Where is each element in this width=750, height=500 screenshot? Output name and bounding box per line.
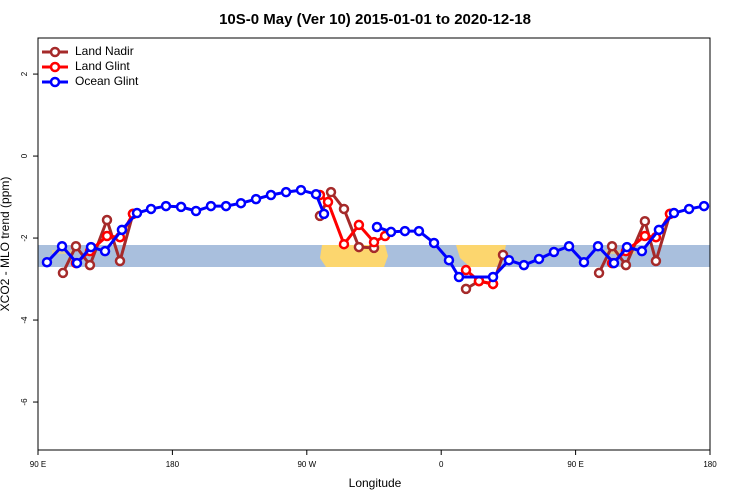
data-point [653, 224, 665, 236]
legend-label: Ocean Glint [75, 74, 139, 88]
x-tick-label: 0 [439, 460, 444, 469]
legend-marker [49, 61, 61, 73]
data-point [399, 225, 411, 237]
data-point [548, 246, 560, 258]
data-point [322, 196, 334, 208]
data-point [116, 224, 128, 236]
y-axis-label: XCO2 - MLO trend (ppm) [0, 177, 12, 312]
data-point [71, 257, 83, 269]
legend-label: Land Glint [75, 59, 130, 73]
y-tick-label: -4 [20, 316, 29, 324]
data-point [518, 259, 530, 271]
data-point [592, 241, 604, 252]
data-point [145, 203, 157, 215]
data-point [84, 259, 96, 271]
data-point [668, 207, 680, 219]
data-point [338, 203, 350, 215]
land-patch [605, 250, 635, 254]
data-point [70, 241, 82, 252]
data-point [639, 230, 651, 242]
data-point [57, 267, 69, 279]
data-point [280, 186, 292, 198]
y-tick-label: 0 [20, 153, 29, 158]
data-point [338, 238, 350, 250]
data-point [114, 255, 126, 267]
data-point [428, 237, 440, 249]
y-tick-label: -2 [20, 234, 29, 242]
data-point [639, 215, 651, 227]
x-tick-label: 180 [703, 460, 717, 469]
data-point [220, 200, 232, 212]
data-point [533, 253, 545, 265]
data-point [487, 271, 499, 283]
data-point [593, 267, 605, 279]
y-tick-label: 2 [20, 71, 29, 76]
data-point [101, 230, 113, 242]
data-point [453, 271, 465, 283]
data-point [385, 226, 397, 238]
data-point [175, 201, 187, 213]
data-point [650, 255, 662, 267]
data-point [265, 189, 277, 201]
data-point [310, 188, 322, 200]
chart-title: 10S-0 May (Ver 10) 2015-01-01 to 2020-12… [219, 11, 531, 28]
data-point [353, 219, 365, 231]
data-point [371, 221, 383, 233]
data-point [698, 200, 710, 212]
data-point [683, 203, 695, 215]
data-point [578, 256, 590, 268]
data-point [318, 208, 330, 220]
data-point [621, 241, 633, 253]
legend-marker [49, 76, 61, 88]
land-patch [456, 245, 506, 267]
data-point [85, 241, 97, 253]
land-patch [52, 250, 72, 254]
x-tick-label: 180 [166, 460, 180, 469]
legend-label: Land Nadir [75, 44, 134, 58]
legend-marker [49, 46, 61, 58]
data-point [101, 214, 113, 226]
data-point [190, 205, 202, 217]
data-point [368, 236, 380, 248]
data-point [41, 256, 53, 268]
data-point [606, 241, 618, 252]
data-point [205, 200, 217, 212]
x-tick-label: 90 W [297, 460, 316, 469]
data-point [160, 200, 172, 212]
data-point [620, 259, 632, 271]
data-point [563, 241, 575, 252]
x-axis-label: Longitude [349, 476, 402, 490]
data-point [353, 241, 365, 253]
data-point [99, 245, 111, 257]
data-point [56, 241, 68, 252]
data-point [636, 245, 648, 257]
data-point [503, 254, 515, 266]
y-tick-label: -6 [20, 398, 29, 406]
data-point [460, 264, 472, 276]
data-point [608, 257, 620, 269]
data-point [131, 207, 143, 219]
data-point [250, 193, 262, 205]
data-point [460, 283, 472, 295]
data-point [325, 186, 337, 198]
x-tick-label: 90 E [30, 460, 46, 469]
x-tick-label: 90 E [567, 460, 583, 469]
data-point [295, 184, 307, 196]
data-point [235, 197, 247, 209]
data-point [443, 254, 455, 266]
plot-frame [37, 37, 711, 451]
data-point [413, 225, 425, 237]
